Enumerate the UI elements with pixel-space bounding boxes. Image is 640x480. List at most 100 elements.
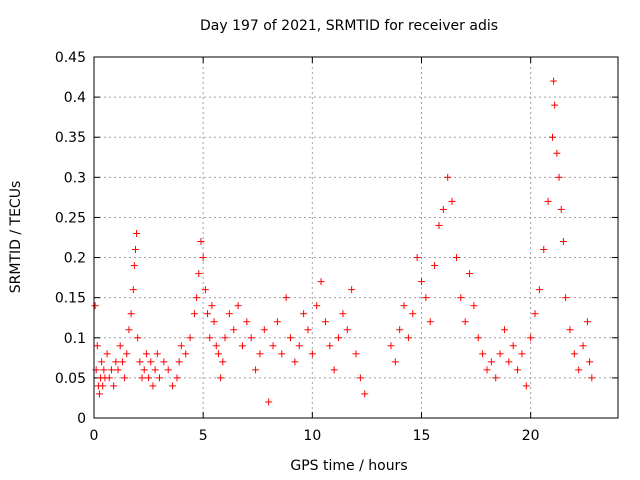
x-tick-label: 20 bbox=[522, 428, 540, 444]
data-point bbox=[295, 342, 303, 350]
x-tick-label: 10 bbox=[303, 428, 321, 444]
data-point bbox=[145, 374, 153, 382]
data-point bbox=[522, 382, 530, 390]
data-point bbox=[404, 334, 412, 342]
data-point bbox=[431, 262, 439, 270]
data-point bbox=[98, 358, 106, 366]
data-point bbox=[540, 246, 548, 254]
data-point bbox=[169, 382, 177, 390]
data-point bbox=[483, 366, 491, 374]
data-point bbox=[230, 326, 238, 334]
x-tick-label: 5 bbox=[199, 428, 208, 444]
data-point bbox=[352, 350, 360, 358]
data-point bbox=[190, 310, 198, 318]
data-point bbox=[550, 77, 558, 85]
y-tick-label: 0.2 bbox=[64, 251, 86, 267]
y-tick-label: 0.3 bbox=[64, 170, 86, 186]
data-point bbox=[114, 366, 122, 374]
y-tick-label: 0.35 bbox=[55, 130, 86, 146]
data-point bbox=[326, 342, 334, 350]
data-point bbox=[566, 326, 574, 334]
data-point bbox=[195, 270, 203, 278]
data-point bbox=[291, 358, 299, 366]
plot-frame bbox=[93, 56, 619, 419]
data-point bbox=[238, 342, 246, 350]
data-point bbox=[466, 270, 474, 278]
data-point bbox=[514, 366, 522, 374]
data-point bbox=[287, 334, 294, 342]
data-point bbox=[219, 358, 227, 366]
data-point bbox=[265, 398, 273, 406]
data-point bbox=[208, 302, 216, 310]
data-points bbox=[91, 77, 596, 406]
data-point bbox=[269, 342, 277, 350]
y-tick-label: 0.4 bbox=[64, 90, 86, 106]
data-point bbox=[335, 334, 343, 342]
data-point bbox=[422, 294, 430, 302]
data-point bbox=[225, 310, 233, 318]
y-tick-label: 0.45 bbox=[55, 50, 86, 66]
data-point bbox=[557, 205, 565, 213]
y-axis-label: SRMTID / TECUs bbox=[8, 181, 24, 294]
data-point bbox=[136, 358, 144, 366]
data-point bbox=[579, 342, 587, 350]
data-point bbox=[234, 302, 242, 310]
data-point bbox=[496, 350, 504, 358]
data-point bbox=[177, 342, 185, 350]
data-point bbox=[555, 173, 563, 181]
data-point bbox=[260, 326, 268, 334]
data-point bbox=[252, 366, 260, 374]
data-point bbox=[361, 390, 369, 398]
data-point bbox=[562, 294, 570, 302]
data-point bbox=[470, 302, 478, 310]
data-point bbox=[273, 318, 281, 326]
data-point bbox=[131, 246, 139, 254]
data-point bbox=[127, 310, 135, 318]
data-point bbox=[559, 238, 567, 246]
data-point bbox=[182, 350, 190, 358]
data-point bbox=[505, 358, 513, 366]
chart-title: Day 197 of 2021, SRMTID for receiver adi… bbox=[200, 18, 498, 34]
data-point bbox=[118, 358, 126, 366]
data-point bbox=[553, 149, 561, 157]
data-point bbox=[409, 310, 417, 318]
data-point bbox=[343, 326, 351, 334]
data-point bbox=[575, 366, 583, 374]
data-point bbox=[439, 205, 447, 213]
data-point bbox=[474, 334, 482, 342]
data-point bbox=[206, 334, 214, 342]
y-tick-label: 0.25 bbox=[55, 210, 86, 226]
data-point bbox=[221, 334, 229, 342]
data-point bbox=[186, 334, 194, 342]
data-point bbox=[317, 278, 325, 286]
data-point bbox=[214, 350, 222, 358]
data-point bbox=[91, 302, 99, 310]
data-point bbox=[123, 350, 131, 358]
data-point bbox=[210, 318, 218, 326]
y-tick-label: 0.15 bbox=[55, 291, 86, 307]
data-point bbox=[435, 221, 443, 229]
data-point bbox=[418, 278, 425, 286]
data-point bbox=[160, 358, 168, 366]
data-point bbox=[212, 342, 220, 350]
data-point bbox=[396, 326, 404, 334]
data-point bbox=[149, 382, 157, 390]
data-point bbox=[105, 374, 113, 382]
y-tick-label: 0 bbox=[77, 411, 86, 427]
data-point bbox=[509, 342, 517, 350]
data-point bbox=[243, 318, 251, 326]
data-point bbox=[321, 318, 329, 326]
data-point bbox=[107, 366, 115, 374]
data-point bbox=[256, 350, 264, 358]
data-point bbox=[300, 310, 308, 318]
grid bbox=[94, 57, 618, 418]
data-point bbox=[457, 294, 465, 302]
data-point bbox=[387, 342, 395, 350]
data-point bbox=[175, 358, 183, 366]
data-point bbox=[586, 358, 594, 366]
y-tick-label: 0.1 bbox=[64, 331, 86, 347]
data-point bbox=[147, 358, 155, 366]
data-point bbox=[164, 366, 172, 374]
data-point bbox=[551, 101, 559, 109]
